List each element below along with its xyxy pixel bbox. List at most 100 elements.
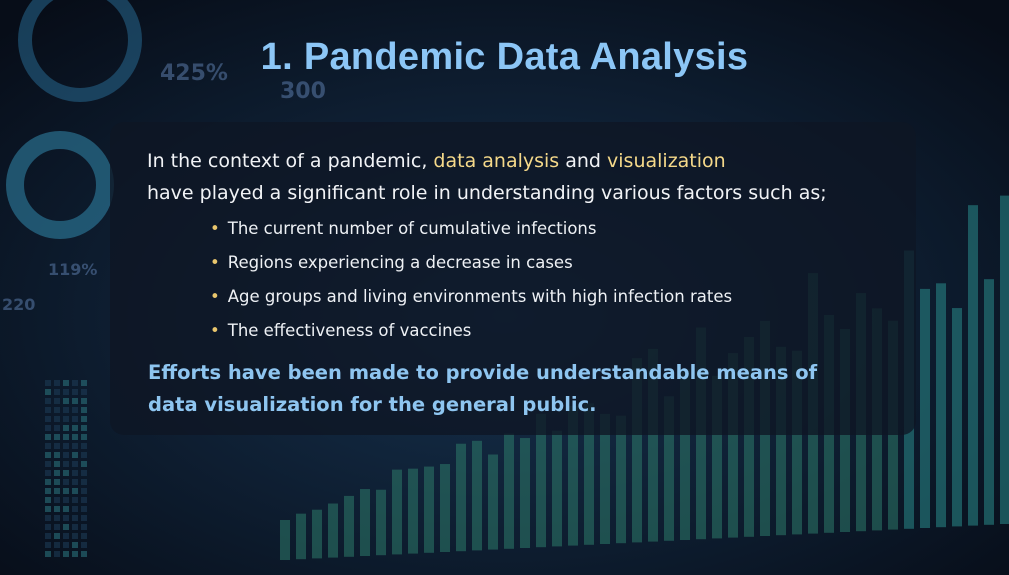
bullet-item: • The current number of cumulative infect… <box>210 214 732 248</box>
bg-cell <box>45 461 51 467</box>
bg-cell <box>72 542 78 548</box>
bg-bar <box>936 283 946 528</box>
bg-cell <box>45 443 51 449</box>
bg-bar <box>440 464 450 552</box>
bg-cell <box>45 416 51 422</box>
bg-cell <box>81 425 87 431</box>
bg-bar <box>552 430 562 547</box>
bg-cell <box>45 497 51 503</box>
bg-bar <box>744 336 754 537</box>
bg-cell <box>81 416 87 422</box>
bg-cell <box>72 497 78 503</box>
bg-cell <box>54 380 60 386</box>
bg-cell <box>45 425 51 431</box>
bg-cell <box>72 533 78 539</box>
bg-cell <box>45 452 51 458</box>
bg-cell <box>54 497 60 503</box>
bg-cell <box>81 497 87 503</box>
bullet-text: The effectiveness of vaccines <box>227 321 472 340</box>
bg-cell <box>45 479 51 485</box>
bg-bar <box>616 415 626 544</box>
bg-bar <box>600 413 610 544</box>
bg-bar <box>584 403 594 545</box>
bg-cell <box>54 389 60 395</box>
bg-cell <box>81 515 87 521</box>
bullet-dot: • <box>210 219 220 238</box>
bullet-text: The current number of cumulative infecti… <box>227 219 597 238</box>
bg-cell <box>63 380 69 386</box>
bg-cell <box>63 515 69 521</box>
bg-cell <box>81 479 87 485</box>
bg-cell <box>81 524 87 530</box>
bg-bar <box>456 443 466 552</box>
bg-cell <box>54 434 60 440</box>
bg-cell <box>54 488 60 494</box>
bullet-text: Regions experiencing a decrease in cases <box>227 253 573 272</box>
bg-cell <box>72 425 78 431</box>
bg-cell <box>45 470 51 476</box>
bg-cell <box>72 524 78 530</box>
bg-bar <box>280 520 290 560</box>
closing-text: Efforts have been made to provide unders… <box>148 357 817 421</box>
bg-cell <box>45 389 51 395</box>
bg-cell <box>54 524 60 530</box>
bg-cell <box>54 425 60 431</box>
bg-cell <box>54 533 60 539</box>
bg-cell <box>81 389 87 395</box>
highlight: data analysis <box>433 150 560 172</box>
bg-cell <box>45 533 51 539</box>
bg-cell <box>45 380 51 386</box>
bg-bar <box>536 413 546 548</box>
content-panel <box>110 122 916 435</box>
bg-cell <box>45 407 51 413</box>
bg-cell <box>54 515 60 521</box>
bg-cell <box>72 506 78 512</box>
bg-bar <box>520 438 530 548</box>
bullet-item: • Regions experiencing a decrease in case… <box>210 248 732 282</box>
bg-cell <box>72 389 78 395</box>
bg-cell <box>63 416 69 422</box>
bullet-dot: • <box>210 253 220 272</box>
bg-bar <box>472 440 482 551</box>
bg-bar <box>776 346 786 536</box>
bg-cell <box>81 398 87 404</box>
closing-line: Efforts have been made to provide unders… <box>148 361 818 384</box>
bullet-item: • Age groups and living environments with… <box>210 282 732 316</box>
bg-cell <box>72 434 78 440</box>
bg-bar <box>664 396 674 541</box>
intro-text: In the context of a pandemic, <box>147 150 428 172</box>
bg-cell <box>72 407 78 413</box>
bg-cell <box>54 407 60 413</box>
bg-cell <box>81 452 87 458</box>
bg-cell <box>72 551 78 557</box>
bg-cell <box>45 488 51 494</box>
bullet-dot: • <box>210 321 220 340</box>
bg-cell <box>45 515 51 521</box>
bullet-list: • The current number of cumulative infect… <box>210 214 732 350</box>
bg-cell <box>63 452 69 458</box>
bg-cell <box>72 488 78 494</box>
bg-cell <box>63 479 69 485</box>
closing-line: data visualization for the general publi… <box>148 393 597 416</box>
bg-cell <box>81 461 87 467</box>
bg-cell <box>81 533 87 539</box>
bg-bar <box>648 348 658 542</box>
bg-cell <box>54 542 60 548</box>
bg-cell <box>72 443 78 449</box>
bg-cell <box>45 506 51 512</box>
bg-cell <box>63 434 69 440</box>
bullet-dot: • <box>210 287 220 306</box>
bg-bar <box>712 375 722 539</box>
bg-bar <box>424 466 434 553</box>
bg-cell <box>63 542 69 548</box>
bg-cell <box>63 398 69 404</box>
bg-cell <box>54 461 60 467</box>
intro-text: In the context of a pandemic, data analy… <box>147 145 827 209</box>
intro-text: and <box>565 150 601 172</box>
bullet-item: • The effectiveness of vaccines <box>210 316 732 350</box>
bg-cell <box>63 461 69 467</box>
bg-bar <box>408 468 418 554</box>
bg-cell <box>81 407 87 413</box>
bg-cell <box>45 434 51 440</box>
